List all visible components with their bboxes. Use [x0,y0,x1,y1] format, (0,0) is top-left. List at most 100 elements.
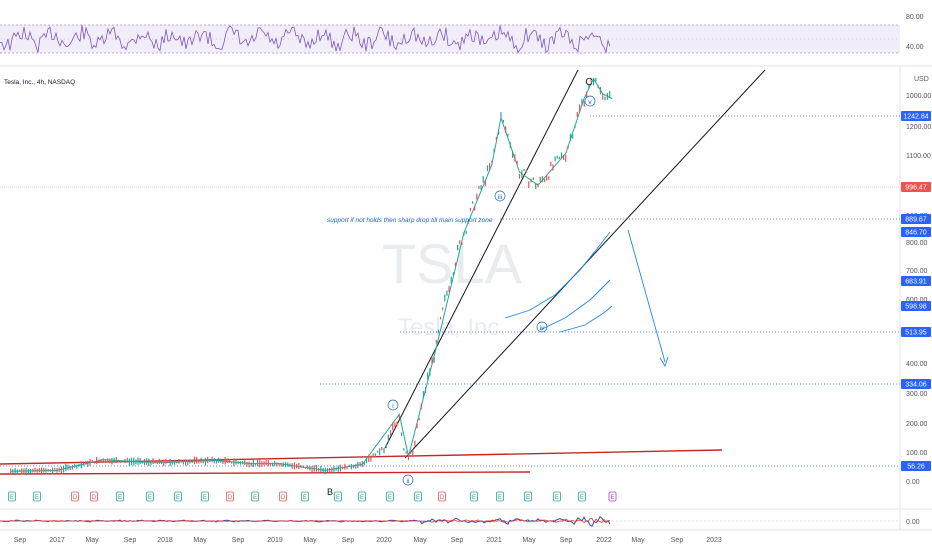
candle [139,458,141,464]
event-marker[interactable] [334,491,342,502]
candle [442,307,444,311]
candle [495,136,497,141]
candle [126,457,128,463]
event-marker-upcoming[interactable] [608,491,617,502]
candle [412,449,414,458]
event-marker[interactable] [358,491,366,502]
event-marker[interactable] [146,491,154,502]
event-marker[interactable] [524,491,532,502]
event-marker[interactable] [438,491,446,502]
candle [250,462,252,467]
candle [420,403,422,410]
candle [326,467,329,472]
candle [491,160,493,163]
candle [539,176,541,182]
candle [482,176,484,183]
price-label-box [901,301,931,311]
candle [252,459,254,468]
candle [233,458,235,467]
wave-ii-label: ii [407,478,410,485]
event-marker[interactable] [201,491,209,502]
event-marker[interactable] [553,491,561,502]
candle [280,462,282,467]
candle [416,423,418,429]
x-tick-label: 2023 [706,537,722,544]
event-marker[interactable] [116,491,124,502]
event-marker[interactable] [386,491,394,502]
candle [335,467,337,471]
candle [431,356,433,364]
candle [574,124,576,128]
event-marker[interactable] [301,491,309,502]
event-marker[interactable] [226,491,234,502]
candle [459,240,461,245]
event-marker[interactable] [414,491,422,502]
wave-c-label: C [585,77,592,88]
candle [87,460,89,468]
candle [581,98,583,106]
candle [429,368,431,376]
event-marker[interactable] [71,491,79,502]
candle [357,461,359,469]
candle [350,463,352,470]
candle [563,154,565,160]
upper-channel-line [384,69,579,449]
event-marker[interactable] [174,491,182,502]
candle [331,467,333,473]
event-marker[interactable] [90,491,98,502]
candle [104,459,107,463]
candle [383,448,385,454]
candle [291,463,293,469]
candle [498,130,500,135]
candle [100,458,102,462]
candle [414,440,416,447]
candle [318,467,320,472]
candle [235,459,237,465]
x-tick-label: Sep [232,537,245,544]
candle [448,285,450,293]
candle [461,242,463,245]
event-marker[interactable] [279,491,287,502]
candle [511,151,514,158]
event-marker[interactable] [578,491,586,502]
candle [516,160,518,165]
candle [12,469,14,474]
candle [18,469,21,473]
candle [567,145,569,149]
candle [40,467,43,476]
y-axis-ticks: 1000.00900.00800.00700.00600.00500.00400… [901,93,931,486]
ma-line-mid [539,279,611,331]
event-marker[interactable] [251,491,259,502]
candle [274,460,276,467]
candle [489,163,491,171]
candle [56,468,58,473]
rsi-level-40: 40.00 [906,44,924,51]
candle [381,447,383,451]
event-marker[interactable] [496,491,504,502]
candle [146,458,148,465]
candle [484,179,486,187]
x-tick-label: 2020 [376,537,392,544]
candle [34,467,36,473]
event-marker-label: E [498,495,502,501]
candle [392,422,394,431]
candle [60,466,63,474]
ma-line-slow [559,305,613,333]
event-marker[interactable] [8,491,16,502]
rsi-pane: 80.00 40.00 [0,14,924,54]
candle [344,463,346,470]
event-marker[interactable] [470,491,478,502]
x-tick-label: May [193,537,207,544]
candle [311,465,313,473]
event-marker-label: E [253,495,257,501]
candle [469,207,472,212]
price-label: 996.47 [905,185,927,192]
candle [109,458,111,464]
candle [237,461,239,465]
candle [196,456,198,464]
price-label-box [901,461,931,471]
candle [187,459,189,466]
event-marker[interactable] [33,491,41,502]
